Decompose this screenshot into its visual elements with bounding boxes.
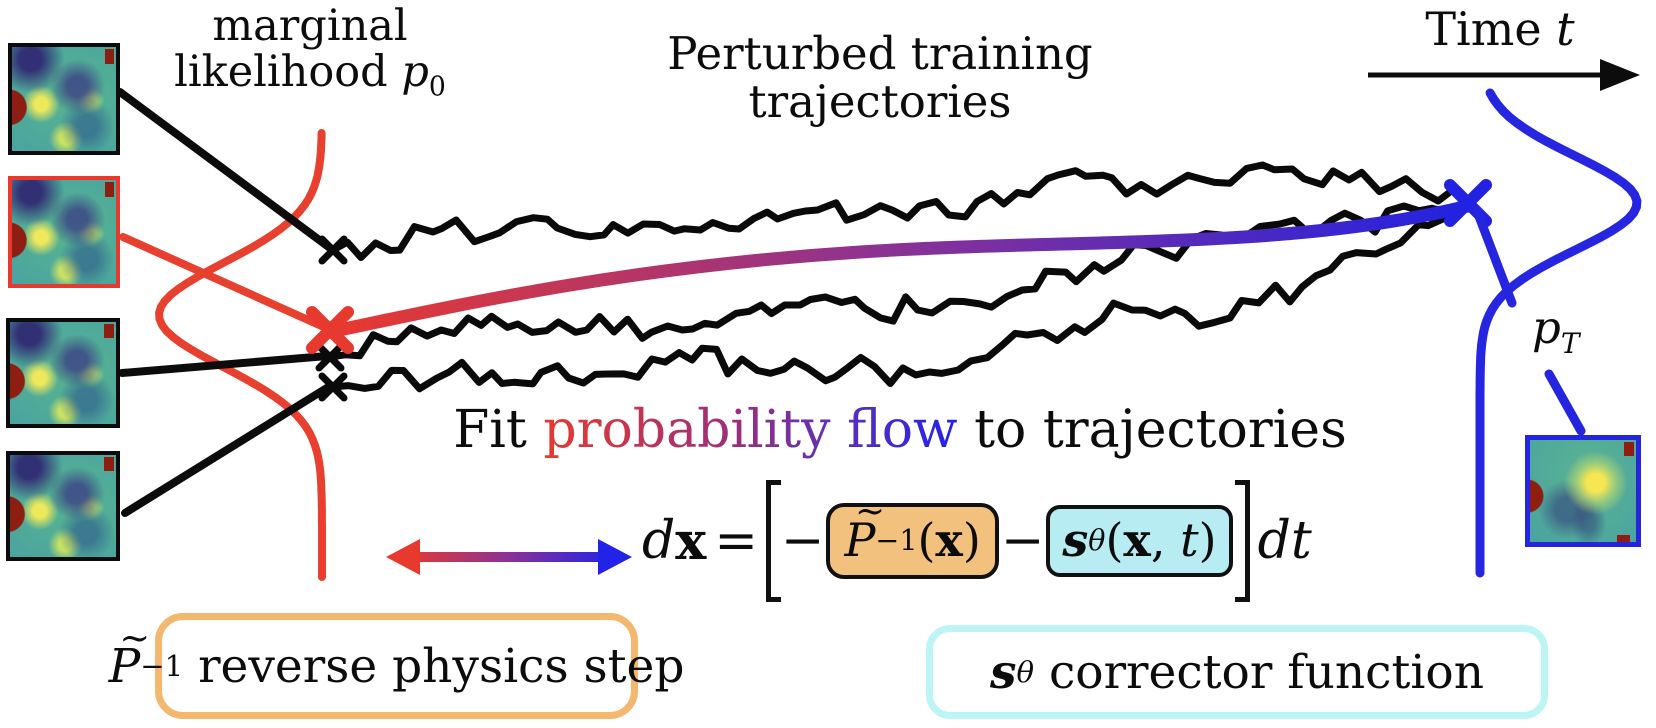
- pT-subscript: T: [1560, 327, 1580, 360]
- corrector-term-box: s θ(x, t): [1046, 505, 1233, 577]
- time-variable: t: [1556, 2, 1575, 56]
- time-axis-label: Time t: [1425, 2, 1575, 56]
- perturbed-line2: trajectories: [748, 74, 1012, 128]
- legend-corrector-subscript: θ: [1016, 655, 1035, 689]
- legend-physics-exponent: −1: [140, 649, 184, 683]
- sample-thumbnail-2-red-border: [8, 176, 120, 288]
- marginal-line1: marginal: [212, 1, 408, 51]
- corrector-theta-subscript: θ: [1088, 523, 1106, 557]
- end-state-thumbnail: [1525, 435, 1641, 547]
- probability-flow-gradient-text: probability flow: [543, 400, 958, 460]
- fit-prefix: Fit: [453, 400, 527, 460]
- perturbed-trajectory-1: [331, 161, 1453, 261]
- perturbed-line1: Perturbed training: [667, 27, 1093, 80]
- fit-flow-sentence: Fit probability flow to trajectories: [400, 400, 1400, 460]
- corrector-symbol: s: [1062, 513, 1089, 567]
- fit-suffix: to trajectories: [974, 400, 1347, 460]
- physics-tilde: ~: [854, 490, 886, 532]
- physics-step-legend-box: P ~ −1 reverse physics step: [109, 613, 684, 719]
- sample-thumbnail-1: [8, 43, 120, 155]
- physics-operator-symbol: P ~: [844, 490, 886, 567]
- marginal-line2: likelihood p0: [174, 46, 446, 103]
- legend-physics-symbol: P ~: [108, 615, 151, 694]
- connector-sample4: [121, 382, 334, 517]
- pT-label: pT: [1532, 301, 1580, 360]
- pT-gaussian-curve: [1475, 88, 1642, 578]
- pT-pointer-upper: [1472, 206, 1517, 308]
- probability-flow-curve: [323, 199, 1475, 339]
- pT-pointer-lower: [1544, 369, 1586, 436]
- p0-subscript: 0: [428, 71, 446, 103]
- trajectory-start-marks: [315, 235, 348, 402]
- physics-inverse-exponent: −1: [875, 523, 918, 557]
- legend-physics-text: reverse physics step: [183, 638, 685, 694]
- flow-arrow-head-left: [386, 539, 420, 575]
- connector-sample2-red: [119, 233, 330, 332]
- eq-close-bracket: [1234, 480, 1250, 602]
- flow-start-mark-red-x: [306, 306, 354, 354]
- eq-open-bracket: [765, 480, 781, 602]
- marginal-likelihood-label: marginal likelihood p0: [110, 1, 510, 103]
- perturbed-trajectory-3: [332, 214, 1447, 393]
- perturbed-trajectories-label: Perturbed training trajectories: [630, 30, 1130, 125]
- perturbed-trajectory-2: [329, 202, 1459, 361]
- sample-thumbnail-4: [6, 451, 120, 561]
- p0-symbol: p: [401, 46, 429, 97]
- time-arrow-head: [1600, 59, 1640, 91]
- physics-term-box: P ~ −1(x): [826, 490, 999, 579]
- eq-dt: dt: [1257, 511, 1312, 571]
- eq-x: x: [675, 510, 707, 572]
- connector-sample1: [116, 88, 334, 252]
- flow-arrow-head-right: [598, 539, 632, 575]
- eq-equals: =: [714, 511, 758, 571]
- legend-corrector-text: corrector function: [1034, 644, 1484, 700]
- eq-d: d: [642, 511, 676, 571]
- connector-sample3: [118, 352, 331, 377]
- p0-gaussian-curve: [155, 129, 326, 581]
- eq-minus-2: −: [1000, 511, 1045, 571]
- eq-minus-1: −: [780, 511, 825, 571]
- legend-corrector-symbol: s: [990, 644, 1017, 700]
